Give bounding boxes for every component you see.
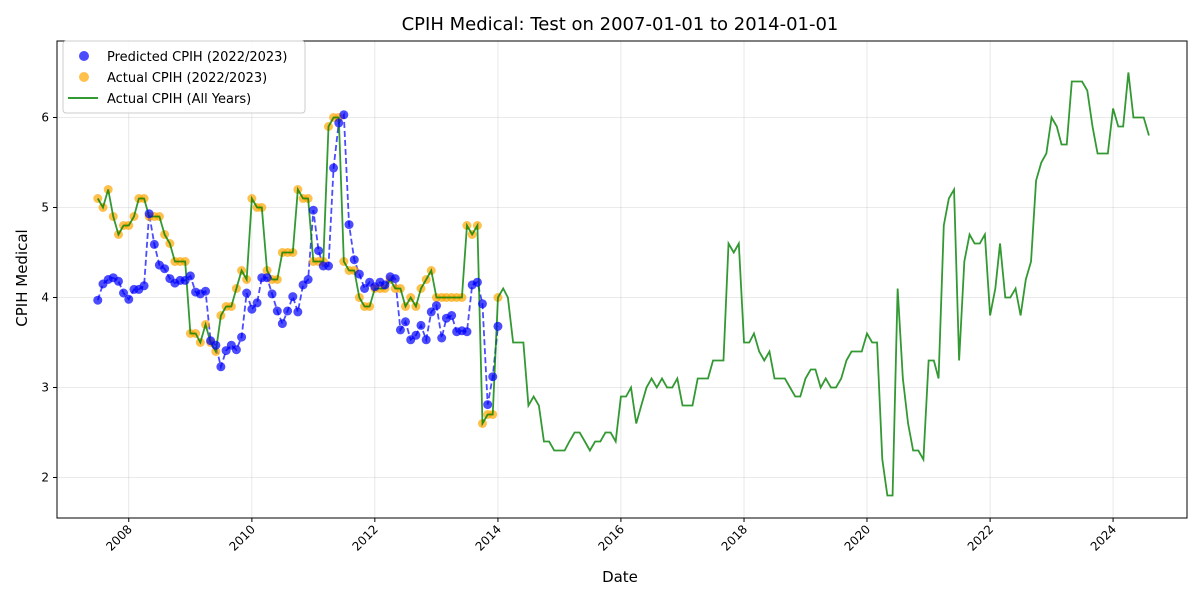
predicted-point [303, 275, 313, 284]
predicted-point [119, 288, 129, 298]
plot-frame [56, 40, 1188, 519]
predicted-point [242, 288, 252, 298]
predicted-point [462, 327, 472, 337]
y-tick-label: 5 [41, 201, 49, 215]
legend-marker-predicted [79, 51, 89, 61]
predicted-point [437, 333, 447, 343]
y-tick-label: 4 [41, 291, 49, 305]
predicted-point [283, 306, 293, 316]
predicted-point [380, 280, 390, 290]
y-tick-label: 6 [41, 111, 49, 125]
predicted-point [483, 400, 493, 410]
predicted-point [252, 298, 262, 308]
predicted-point [262, 273, 272, 283]
predicted-point [272, 306, 282, 316]
predicted-point [360, 284, 370, 293]
predicted-point [447, 311, 457, 320]
predicted-point [237, 332, 247, 342]
predicted-point [472, 277, 482, 287]
y-axis-ticks: 2 3 4 5 6 [41, 111, 57, 485]
predicted-point [344, 220, 354, 230]
predicted-point [493, 321, 503, 331]
predicted-point [334, 118, 344, 128]
predicted-point [349, 255, 359, 265]
predicted-point [400, 317, 410, 327]
predicted-point [149, 239, 159, 249]
predicted-point [144, 209, 154, 219]
predicted-point [231, 345, 241, 355]
predicted-point [267, 289, 277, 299]
predicted-point [293, 307, 303, 317]
predicted-point [395, 325, 405, 335]
x-axis-label: Date [602, 568, 638, 586]
grid-lines [57, 41, 1187, 518]
legend-label-predicted: Predicted CPIH (2022/2023) [107, 50, 288, 65]
y-tick-label: 3 [41, 381, 49, 395]
predicted-point [93, 295, 103, 305]
predicted-point [124, 294, 134, 304]
predicted-point [288, 292, 298, 302]
y-tick-label: 2 [41, 471, 49, 485]
legend-label-actual-test: Actual CPIH (2022/2023) [107, 71, 267, 86]
predicted-point [431, 301, 441, 311]
predicted-point [354, 269, 364, 279]
series-layer [93, 72, 1150, 497]
predicted-point [416, 320, 426, 330]
predicted-point [277, 319, 287, 329]
predicted-point [160, 264, 170, 274]
predicted-point [339, 110, 349, 120]
actual-all-years-line [96, 72, 1150, 497]
predicted-point [113, 276, 123, 286]
legend-box [62, 40, 306, 114]
predicted-point [201, 286, 211, 296]
predicted-point [421, 335, 431, 345]
predicted-point [247, 304, 257, 314]
legend-marker-actual-test [79, 72, 89, 82]
predicted-point [216, 362, 226, 372]
predicted-point [477, 299, 487, 309]
predicted-point [314, 246, 324, 256]
predicted-point [139, 281, 149, 291]
predicted-point [211, 340, 221, 350]
predicted-point [329, 163, 339, 173]
predicted-point [324, 261, 334, 271]
chart-title: CPIH Medical: Test on 2007-01-01 to 2014… [402, 14, 839, 35]
y-axis-label: CPIH Medical [13, 229, 31, 326]
predicted-point [308, 205, 318, 215]
predicted-point [390, 274, 400, 284]
predicted-point [488, 372, 498, 382]
predicted-point [185, 271, 195, 281]
predicted-point [426, 307, 436, 317]
legend: Predicted CPIH (2022/2023) Actual CPIH (… [62, 40, 306, 114]
predicted-point [411, 330, 421, 340]
legend-label-actual-all: Actual CPIH (All Years) [107, 92, 251, 107]
